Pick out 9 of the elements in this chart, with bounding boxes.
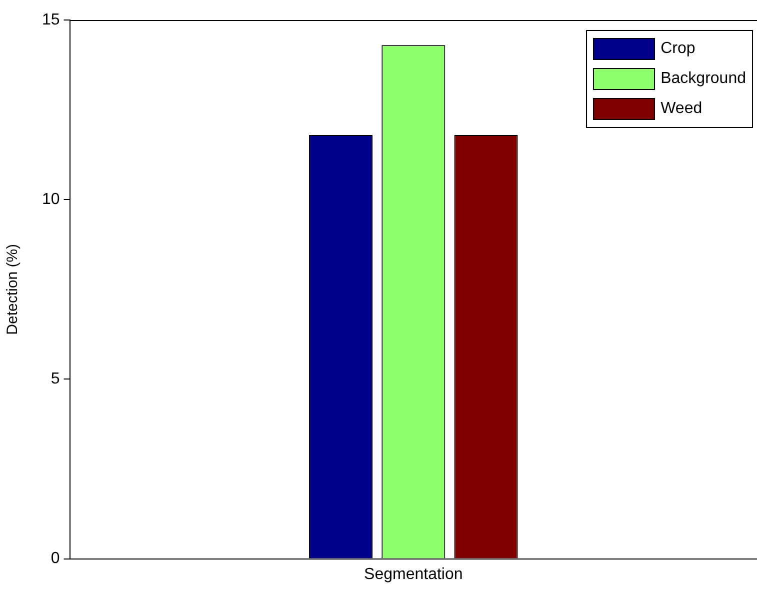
legend-label: Crop	[660, 40, 696, 58]
legend-label: Background	[660, 70, 746, 88]
x-tick-label: Segmentation	[364, 566, 463, 583]
legend-label: Weed	[660, 100, 702, 118]
y-axis-title: Detection (%)	[4, 244, 22, 335]
y-tick-label: 10	[42, 191, 60, 208]
y-tick-label: 5	[50, 370, 60, 388]
y-tick-label: 15	[42, 11, 60, 28]
y-tick-label: 0	[50, 550, 60, 568]
